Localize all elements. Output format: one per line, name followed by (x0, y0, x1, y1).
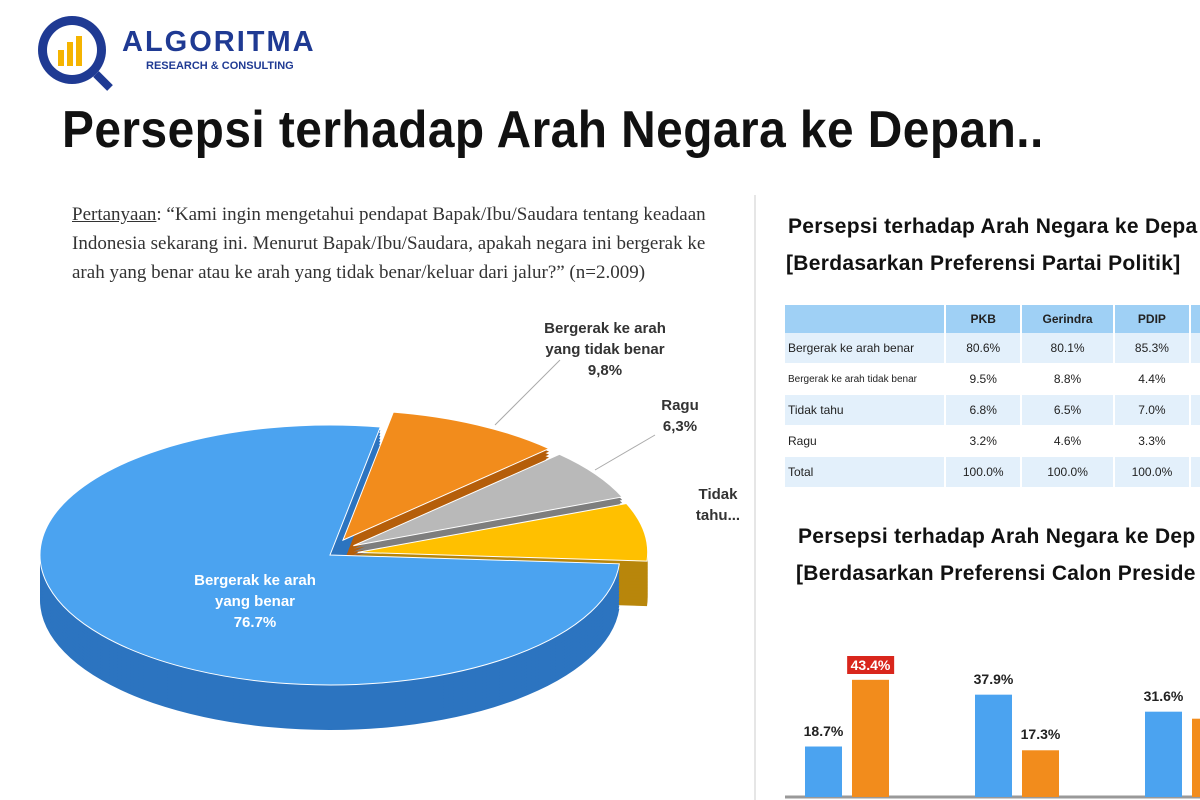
pie-slice (353, 453, 624, 547)
cell: 4.4% (1113, 363, 1192, 395)
tagline: RESEARCH & CONSULTING (146, 60, 294, 72)
pie-category: Bergerak ke arah yang tidak benar (544, 320, 666, 358)
table-row: Bergerak ke arah tidak benar 9.5% 8.8% 4.4%… (785, 363, 1200, 395)
bar (975, 694, 1012, 797)
row-label: Tidak tahu (785, 394, 946, 426)
pie-label: Bergerak ke arah yang benar 76.7% (180, 570, 330, 633)
bar-title: Persepsi terhadap Arah Negara ke Dep (798, 525, 1196, 548)
cell: 8.8% (1021, 363, 1115, 395)
bar (1022, 750, 1059, 797)
cell: 100.0% (1021, 456, 1115, 488)
bar-subtitle: [Berdasarkan Preferensi Calon Preside (796, 562, 1196, 585)
pie-value: 76.7% (233, 614, 277, 631)
pie-category: Bergerak ke arah yang benar (194, 572, 316, 610)
cell: 80.1% (1021, 333, 1115, 364)
cell: 100.0 (1190, 456, 1200, 488)
cell: 7.8 (1190, 425, 1200, 457)
header-cell: PKB (945, 305, 1023, 333)
cell: 5.4 (1190, 363, 1200, 395)
cell: 80.6% (945, 333, 1023, 364)
pie-category: Tidak tahu... (695, 486, 741, 524)
cell: 4.6% (1021, 425, 1115, 457)
header-cell (785, 305, 946, 333)
row-label: Total (785, 456, 946, 488)
header-cell: Gerindra (1021, 305, 1115, 333)
pie-label: Tidak tahu... (688, 484, 748, 526)
cell: 100.0% (945, 456, 1023, 488)
bar-value-label: 31.6% (1143, 687, 1184, 704)
pie-value: 6,3% (662, 418, 698, 435)
cell: 6.8% (945, 394, 1023, 426)
question: Pertanyaan: “Kami ingin mengetahui penda… (72, 200, 732, 287)
table-subtitle: [Berdasarkan Preferensi Partai Politik] (786, 252, 1181, 275)
cell: 85.3% (1113, 333, 1192, 364)
pie-category: Ragu (661, 397, 699, 414)
pie-label: Bergerak ke arah yang tidak benar 9,8% (525, 318, 685, 381)
bar (1145, 711, 1182, 797)
row-label: Bergerak ke arah benar (785, 333, 946, 364)
table-title: Persepsi terhadap Arah Negara ke Depa (788, 215, 1198, 238)
bar (805, 746, 842, 797)
cell: 4.7 (1190, 394, 1200, 426)
cell: 100.0% (1113, 456, 1192, 488)
cell: 6.5% (1021, 394, 1115, 426)
cell: 82.2 (1190, 333, 1200, 364)
cell: 3.2% (945, 425, 1023, 457)
bar-value-label: 43.4% (846, 655, 895, 674)
slide-title: Persepsi terhadap Arah Negara ke Depan.. (62, 101, 1044, 159)
leader-line (494, 359, 561, 426)
pie-value: 9,8% (587, 362, 623, 379)
bar-value-label: 37.9% (973, 670, 1014, 687)
header-cell: PDIP (1113, 305, 1192, 333)
table-row: Bergerak ke arah benar80.6%80.1%85.3%82.… (785, 333, 1200, 364)
table-wrap: PKBGerindraPDIPGolkaBergerak ke arah ben… (785, 305, 1200, 488)
bar (852, 679, 889, 797)
pie-slice (357, 503, 649, 562)
bar-value-label: 18.7% (803, 722, 844, 739)
cell: 3.3% (1113, 425, 1192, 457)
row-label: Bergerak ke arah tidak benar (785, 363, 946, 395)
pie-label: Ragu 6,3% (650, 395, 710, 437)
bar (1192, 718, 1200, 797)
pie-slice (342, 411, 551, 542)
table: PKBGerindraPDIPGolkaBergerak ke arah ben… (785, 305, 1200, 488)
leader-line (594, 434, 656, 471)
header-cell: Golka (1190, 305, 1200, 333)
pie-slice (39, 424, 620, 686)
row-label: Ragu (785, 425, 946, 457)
bar-value-label: 17.3% (1020, 726, 1061, 743)
cell: 7.0% (1113, 394, 1192, 426)
question-text: : “Kami ingin mengetahui pendapat Bapak/… (72, 204, 706, 283)
question-label: Pertanyaan (72, 204, 157, 225)
cell: 9.5% (945, 363, 1023, 395)
logo (38, 16, 113, 91)
brand: ALGORITMA (122, 26, 316, 58)
